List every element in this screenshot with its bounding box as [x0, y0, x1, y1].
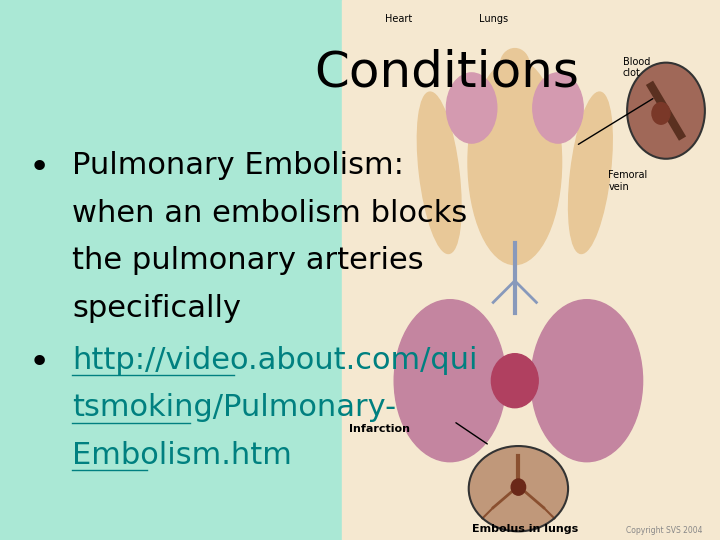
Text: Pulmonary Embolism:: Pulmonary Embolism: — [72, 151, 404, 180]
Text: specifically: specifically — [72, 294, 241, 323]
Ellipse shape — [533, 73, 583, 143]
Text: Embolism.htm: Embolism.htm — [72, 441, 292, 470]
Ellipse shape — [418, 92, 461, 253]
Text: Femoral
vein: Femoral vein — [608, 170, 648, 192]
Text: when an embolism blocks: when an embolism blocks — [72, 199, 467, 228]
Ellipse shape — [469, 447, 567, 530]
Text: Infarction: Infarction — [349, 424, 410, 434]
Text: •: • — [29, 151, 50, 185]
Text: Conditions: Conditions — [314, 49, 579, 97]
Text: the pulmonary arteries: the pulmonary arteries — [72, 246, 423, 275]
Ellipse shape — [491, 354, 538, 408]
Text: Blood
clot: Blood clot — [623, 57, 650, 78]
Text: http://video.about.com/qui: http://video.about.com/qui — [72, 346, 477, 375]
Text: Embolus in lungs: Embolus in lungs — [472, 523, 578, 534]
Ellipse shape — [531, 300, 642, 462]
Bar — [342, 0, 720, 540]
Ellipse shape — [511, 479, 526, 495]
Ellipse shape — [395, 300, 505, 462]
Ellipse shape — [500, 49, 529, 81]
Text: tsmoking/Pulmonary-: tsmoking/Pulmonary- — [72, 393, 396, 422]
Text: Copyright SVS 2004: Copyright SVS 2004 — [626, 525, 702, 535]
Ellipse shape — [446, 73, 497, 143]
Text: Lungs: Lungs — [479, 14, 508, 24]
Text: •: • — [29, 346, 50, 380]
Ellipse shape — [468, 59, 562, 265]
Text: Heart: Heart — [385, 14, 413, 24]
Ellipse shape — [569, 92, 612, 253]
Ellipse shape — [628, 63, 703, 158]
Ellipse shape — [652, 103, 670, 124]
